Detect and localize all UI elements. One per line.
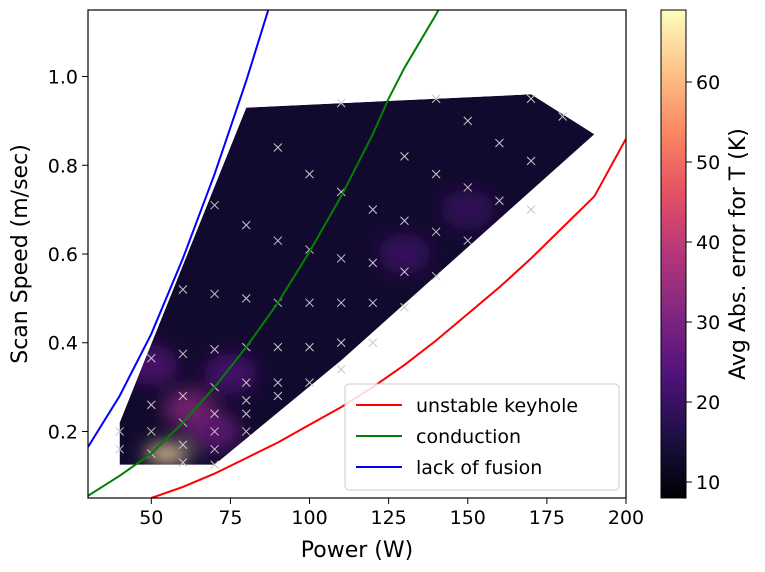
sample-marker (241, 427, 251, 436)
sample-marker (305, 169, 314, 179)
colorbar-tick-label: 40 (696, 232, 720, 254)
y-axis: 0.2 0.4 0.6 0.8 1.0 (48, 67, 88, 443)
sample-marker (273, 236, 283, 246)
heatmap-hotspot (125, 344, 178, 385)
colorbar-tick-label: 20 (696, 392, 720, 414)
sample-marker (526, 94, 536, 104)
legend-box (344, 383, 620, 491)
sample-marker (368, 258, 378, 268)
colorbar-tick-label: 10 (696, 472, 720, 494)
x-tick-label: 150 (450, 507, 486, 529)
y-tick-label: 0.2 (48, 421, 78, 443)
sample-marker (146, 400, 156, 410)
x-tick-label: 175 (529, 507, 565, 529)
colorbar-label: Avg Abs. error for T (K) (726, 128, 751, 380)
sample-marker (178, 458, 188, 467)
sample-marker (241, 220, 251, 230)
sample-marker (400, 216, 409, 226)
sample-marker (336, 98, 346, 108)
sample-marker (368, 338, 378, 348)
x-axis: 50 75 100 125 150 175 200 (139, 498, 644, 529)
colorbar-gradient (660, 9, 687, 499)
sample-marker (178, 391, 188, 401)
sample-marker (463, 236, 473, 246)
sample-marker (305, 378, 314, 388)
sample-marker (336, 364, 346, 374)
legend: unstable keyhole conduction lack of fusi… (344, 383, 620, 491)
sample-marker (526, 205, 536, 214)
sample-marker (241, 378, 251, 388)
sample-marker (241, 294, 251, 303)
y-tick-label: 1.0 (48, 67, 78, 89)
colorbar-tick-label: 30 (696, 312, 720, 334)
sample-marker (336, 338, 346, 348)
sample-marker (210, 200, 219, 210)
plot-area (87, 9, 627, 499)
sample-marker (115, 444, 125, 454)
sample-marker (336, 298, 346, 308)
x-tick-label: 125 (371, 507, 407, 529)
sample-marker (368, 298, 378, 308)
y-tick-label: 0.4 (48, 333, 78, 355)
sample-marker (336, 254, 346, 263)
sample-marker (178, 285, 188, 294)
series-line-lack-of-fusion (88, 10, 270, 448)
sample-marker (558, 112, 568, 121)
sample-marker (210, 409, 219, 419)
sample-marker (463, 183, 473, 192)
sample-marker (431, 169, 441, 179)
sample-marker (210, 427, 219, 436)
x-axis-title: Power (W) (301, 538, 413, 563)
legend-label-conduction: conduction (416, 426, 521, 448)
sample-marker (400, 267, 409, 277)
heatmap-region (88, 10, 626, 498)
heatmap-hotspot (204, 353, 257, 394)
sample-marker (431, 227, 441, 237)
sample-marker (400, 152, 409, 161)
sample-marker (495, 196, 504, 206)
sample-marker (178, 440, 188, 450)
x-tick-label: 100 (291, 507, 327, 529)
series-line-conduction (88, 10, 440, 497)
sample-marker (400, 302, 409, 312)
sample-marker (178, 349, 188, 359)
sample-marker (431, 94, 441, 104)
sample-marker (273, 391, 283, 401)
heatmap-hotspot (378, 234, 431, 274)
x-tick-label: 200 (608, 507, 644, 529)
sample-marker (115, 427, 125, 436)
x-tick-label: 75 (218, 507, 242, 529)
colorbar: 10 20 30 40 50 60 Avg Abs. error for T (K) (660, 9, 751, 499)
y-tick-label: 0.6 (48, 244, 78, 266)
sample-marker (305, 342, 314, 352)
sample-marker (210, 289, 219, 299)
x-tick-label: 50 (139, 507, 163, 529)
sample-marker (431, 271, 441, 281)
sample-marker (495, 138, 504, 148)
sample-marker (273, 143, 283, 152)
legend-label-unstable-keyhole: unstable keyhole (416, 395, 578, 417)
sample-marker (463, 116, 473, 126)
sample-marker (368, 205, 378, 214)
heatmap-hotspot (441, 189, 494, 230)
sample-marker (526, 156, 536, 166)
sample-marker (273, 378, 283, 388)
sample-marker (210, 444, 219, 454)
sample-marker (241, 409, 251, 419)
sample-marker (210, 345, 219, 354)
sample-marker (273, 342, 283, 352)
legend-label-lack-of-fusion: lack of fusion (416, 457, 542, 479)
series-line-unstable-keyhole (150, 138, 626, 498)
y-tick-label: 0.8 (48, 155, 78, 177)
sample-marker (305, 298, 314, 308)
sample-marker (210, 460, 219, 470)
colorbar-tick-label: 60 (696, 72, 720, 94)
y-axis-title: Scan Speed (m/sec) (8, 144, 33, 364)
sample-marker (241, 396, 251, 405)
sample-marker (146, 427, 156, 436)
sample-marker (146, 353, 156, 363)
colorbar-tick-label: 50 (696, 152, 720, 174)
